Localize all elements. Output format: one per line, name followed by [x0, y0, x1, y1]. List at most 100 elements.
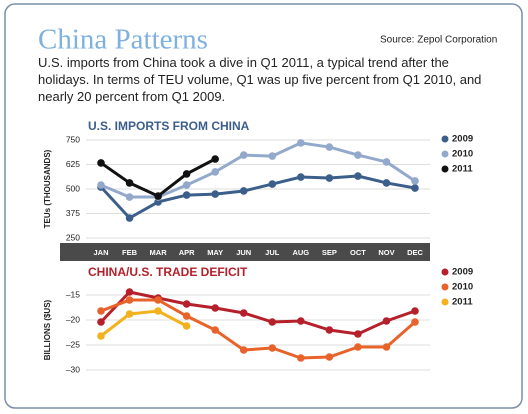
point [325, 326, 334, 334]
legend-label: 2009 [452, 267, 473, 278]
legend-marker [441, 150, 449, 158]
x-tick-label: FEB [122, 248, 138, 257]
point [325, 143, 334, 151]
intro-box: U.S. imports from China took a dive in Q… [38, 55, 482, 104]
point [211, 326, 219, 334]
point [97, 159, 105, 167]
point [382, 179, 391, 187]
source: Source: Zepol Corporation [380, 35, 497, 46]
point [97, 307, 105, 315]
point [182, 300, 191, 308]
point [211, 155, 219, 163]
point [297, 317, 305, 325]
point [354, 343, 362, 351]
legend-label: 2011 [452, 164, 473, 175]
series-line [100, 298, 416, 360]
point [125, 288, 134, 296]
chart-title: U.S. IMPORTS FROM CHINA [88, 119, 250, 133]
legend-marker [441, 268, 449, 276]
point [411, 177, 419, 185]
y-tick-label: 500 [66, 183, 80, 193]
point [239, 187, 248, 195]
legend-label: 2009 [452, 134, 473, 145]
point [411, 184, 419, 192]
y-tick-label: 375 [66, 208, 80, 218]
point [297, 139, 305, 147]
point [239, 309, 248, 317]
point [354, 172, 362, 180]
x-tick-label: NOV [378, 248, 394, 257]
legend-marker [441, 298, 449, 306]
chart-title: CHINA/U.S. TRADE DEFICIT [88, 265, 248, 279]
x-tick-label: JUN [236, 248, 251, 257]
point [268, 152, 277, 160]
y-tick-label: 250 [66, 232, 80, 242]
point [297, 173, 305, 181]
series-line [100, 141, 416, 199]
y-tick-label: 750 [66, 134, 80, 144]
x-tick-label: OCT [350, 248, 366, 257]
point [125, 193, 134, 201]
point [268, 344, 277, 352]
point [211, 168, 219, 176]
point [182, 170, 191, 178]
point [411, 318, 419, 326]
y-tick-label: 625 [66, 159, 80, 169]
point [268, 180, 277, 188]
x-tick-label: SEP [322, 248, 337, 257]
point [154, 307, 162, 315]
y-tick-label: –30 [66, 364, 80, 374]
series-line [99, 290, 416, 336]
series-line [99, 174, 416, 220]
point [211, 304, 219, 312]
legend-label: 2010 [452, 149, 473, 160]
point [382, 317, 391, 325]
point [325, 174, 334, 182]
point [354, 330, 362, 338]
y-tick-label: –25 [66, 339, 80, 349]
point [382, 343, 391, 351]
x-tick-label: AUG [292, 248, 309, 257]
point [325, 353, 334, 361]
point [297, 354, 305, 362]
x-tick-label: JUL [265, 248, 280, 257]
point [239, 151, 248, 159]
intro-text: U.S. imports from China took a dive in Q… [38, 55, 482, 104]
x-tick-label: APR [179, 248, 195, 257]
x-tick-label: DEC [407, 248, 423, 257]
legend-label: 2011 [452, 297, 473, 308]
legend-marker [441, 135, 449, 143]
legend-marker [441, 165, 449, 173]
page-title: China Patterns [38, 24, 208, 56]
point [154, 296, 162, 304]
point [239, 346, 248, 354]
point [182, 322, 191, 330]
point [154, 192, 162, 200]
y-tick-label: –20 [66, 314, 80, 324]
point [125, 214, 134, 222]
month-band [60, 243, 430, 261]
frame [4, 3, 523, 409]
point [182, 191, 191, 199]
series-line [100, 309, 188, 338]
point [97, 181, 105, 189]
point [125, 296, 134, 304]
y-tick-label: –15 [66, 289, 80, 299]
x-tick-label: JAN [93, 248, 108, 257]
point [268, 318, 277, 326]
point [382, 158, 391, 166]
point [182, 181, 191, 189]
x-tick-label: MAR [150, 248, 168, 257]
point [211, 190, 219, 198]
y-axis-label: TEUs (THOUSANDS) [43, 149, 52, 228]
point [354, 151, 362, 159]
y-axis-label: BILLIONS ($US) [43, 299, 52, 360]
point [182, 312, 191, 320]
point [97, 318, 105, 326]
point [125, 310, 134, 318]
point [125, 179, 134, 187]
point [97, 332, 105, 340]
legend-label: 2010 [452, 282, 473, 293]
